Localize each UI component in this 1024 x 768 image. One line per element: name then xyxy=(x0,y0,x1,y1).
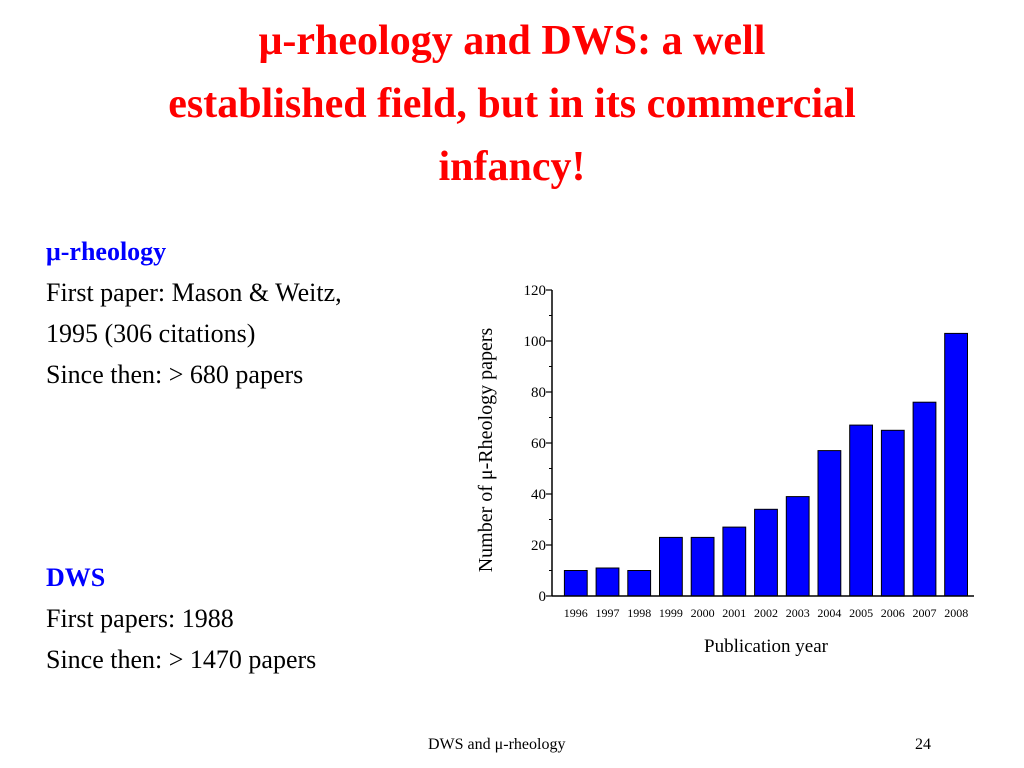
x-tick-label-2001: 2001 xyxy=(722,606,746,620)
bar-1998 xyxy=(627,570,652,597)
bar-2008 xyxy=(944,332,969,597)
bar-1997 xyxy=(595,567,620,597)
title-line-3: infancy! xyxy=(438,144,586,190)
y-tick-label-80: 80 xyxy=(531,385,546,401)
dws-heading: DWS xyxy=(46,563,106,592)
slide-title: μ-rheology and DWS: a well established f… xyxy=(60,10,964,199)
y-tick-label-120: 120 xyxy=(524,283,547,299)
footer-title: DWS and μ-rheology xyxy=(428,736,566,753)
title-line-2: established field, but in its commercial xyxy=(168,81,856,127)
bar-1996 xyxy=(563,570,588,597)
bar-2000 xyxy=(690,536,715,597)
dws-first-papers: First papers: 1988 xyxy=(46,604,234,633)
bar-2001 xyxy=(722,526,747,597)
bar-2007 xyxy=(912,401,937,597)
x-tick-label-1998: 1998 xyxy=(627,606,651,620)
x-tick-label-2007: 2007 xyxy=(913,606,937,620)
y-tick-label-0: 0 xyxy=(539,589,547,605)
bar-2006 xyxy=(880,429,905,597)
rheology-first-paper: First paper: Mason & Weitz, xyxy=(46,278,342,307)
x-tick-label-1997: 1997 xyxy=(596,606,620,620)
x-tick-label-1996: 1996 xyxy=(564,606,588,620)
y-axis-title: Number of μ-Rheology papers xyxy=(475,328,497,573)
y-tick-label-100: 100 xyxy=(524,334,547,350)
bar-2003 xyxy=(785,496,810,597)
x-tick-label-2000: 2000 xyxy=(691,606,715,620)
page-number: 24 xyxy=(915,736,931,753)
bar-2004 xyxy=(817,450,842,597)
dws-summary: DWS First papers: 1988 Since then: > 147… xyxy=(46,557,466,680)
bar-2002 xyxy=(754,508,778,597)
y-tick-label-20: 20 xyxy=(531,538,546,554)
x-tick-label-2004: 2004 xyxy=(817,606,841,620)
rheology-heading: μ-rheology xyxy=(46,237,167,266)
x-tick-label-2005: 2005 xyxy=(849,606,873,620)
rheology-summary: μ-rheology First paper: Mason & Weitz, 1… xyxy=(46,231,466,395)
bar-2005 xyxy=(849,424,874,597)
rheology-citations: 1995 (306 citations) xyxy=(46,319,256,348)
x-tick-label-2008: 2008 xyxy=(944,606,968,620)
y-ticks-group: 0 20 40 60 80 100 120 xyxy=(524,283,552,605)
x-tick-label-2006: 2006 xyxy=(881,606,905,620)
y-tick-label-60: 60 xyxy=(531,436,546,452)
x-axis-title: Publication year xyxy=(704,636,829,657)
title-line-1: μ-rheology and DWS: a well xyxy=(258,18,766,64)
bars-group xyxy=(563,332,969,597)
x-tick-label-2003: 2003 xyxy=(786,606,810,620)
y-tick-label-40: 40 xyxy=(531,487,546,503)
x-labels-group: 1996 1997 1998 1999 2000 2001 2002 2003 2004 2005… xyxy=(564,606,968,620)
dws-since-then: Since then: > 1470 papers xyxy=(46,645,317,674)
bar-1999 xyxy=(659,536,683,597)
x-tick-label-2002: 2002 xyxy=(754,606,778,620)
x-tick-label-1999: 1999 xyxy=(659,606,683,620)
rheology-since-then: Since then: > 680 papers xyxy=(46,360,304,389)
